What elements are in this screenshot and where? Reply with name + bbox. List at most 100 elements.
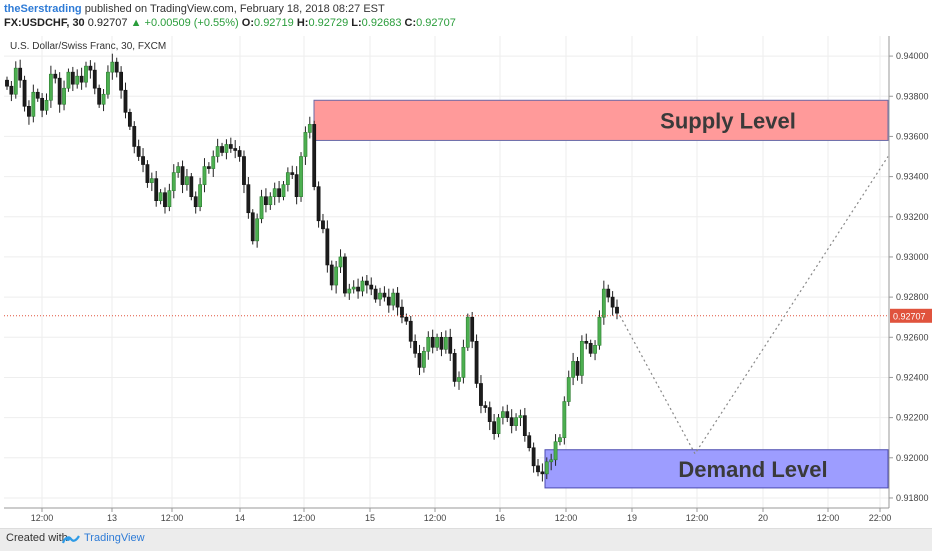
- candle-down: [505, 411, 510, 418]
- candle-down: [584, 340, 589, 344]
- last-price: 0.92707: [87, 17, 128, 29]
- candle-up: [457, 377, 461, 382]
- candle-down: [79, 75, 84, 83]
- high-label: H:: [296, 17, 309, 29]
- candle-up: [514, 417, 518, 426]
- candle-down: [321, 220, 325, 230]
- candle-down: [27, 105, 31, 117]
- candle-down: [294, 174, 299, 197]
- high-value: 0.92729: [308, 17, 349, 29]
- candle-down: [206, 166, 211, 169]
- chart-header: theSerstrading published on TradingView.…: [0, 0, 932, 34]
- candle-up: [307, 124, 312, 133]
- supply-zone[interactable]: [313, 99, 889, 141]
- candle-down: [264, 196, 268, 206]
- candle-up: [601, 288, 606, 318]
- candle-down: [141, 156, 145, 165]
- candle-up: [553, 441, 558, 461]
- y-tick-label: 0.92600: [896, 332, 929, 342]
- candle-up: [44, 99, 49, 111]
- candle-up: [426, 336, 431, 352]
- candle-down: [329, 264, 334, 286]
- supply-zone-label: Supply Level: [660, 108, 796, 133]
- candle-down: [18, 67, 23, 81]
- candle-up: [378, 292, 382, 300]
- author-link[interactable]: theSerstrading: [4, 3, 82, 15]
- candle-up: [593, 345, 597, 354]
- x-tick-label: 12:00: [555, 513, 578, 523]
- candles: [5, 53, 619, 482]
- candle-down: [369, 284, 374, 290]
- candle-down: [325, 228, 330, 266]
- candle-up: [281, 184, 286, 197]
- candle-down: [536, 465, 540, 473]
- x-tick-label: 13: [107, 513, 117, 523]
- candle-down: [246, 184, 251, 214]
- candle-down: [470, 316, 475, 342]
- last-price-badge-text: 0.92707: [893, 311, 926, 321]
- candle-up: [272, 188, 277, 197]
- x-tick-label: 12:00: [161, 513, 184, 523]
- published-text: published on TradingView.com, February 1…: [84, 3, 385, 15]
- x-tick-label: 19: [627, 513, 637, 523]
- candle-up: [149, 178, 154, 183]
- candle-down: [5, 79, 9, 87]
- y-tick-label: 0.92800: [896, 292, 929, 302]
- candle-down: [417, 353, 422, 368]
- y-tick-label: 0.92400: [896, 372, 929, 382]
- candle-down: [92, 69, 97, 89]
- x-tick-label: 12:00: [31, 513, 54, 523]
- candle-up: [465, 316, 470, 348]
- price-chart[interactable]: Supply Level Demand Level 0.92707 0.94000…: [0, 34, 932, 528]
- candle-up: [185, 176, 189, 185]
- candle-down: [193, 196, 198, 208]
- x-tick-label: 15: [365, 513, 375, 523]
- candle-down: [430, 336, 435, 348]
- candle-up: [496, 417, 501, 434]
- tradingview-brand[interactable]: TradingView: [84, 532, 145, 544]
- candle-up: [579, 340, 584, 376]
- time-axis: 12:00 13 12:00 14 12:00 15 12:00 16 12:00 19 12:00…: [4, 507, 892, 523]
- open-value: 0.92719: [254, 17, 294, 29]
- candle-up: [75, 75, 80, 85]
- candle-down: [492, 421, 497, 434]
- candle-up: [84, 65, 88, 83]
- candle-down: [575, 361, 580, 376]
- candle-down: [127, 112, 132, 127]
- candle-up: [224, 144, 229, 153]
- tradingview-logo-icon[interactable]: [62, 533, 80, 545]
- candle-down: [163, 192, 167, 208]
- candle-up: [299, 156, 303, 197]
- candle-down: [386, 296, 391, 306]
- candle-down: [610, 296, 615, 308]
- candle-down: [136, 146, 141, 157]
- candle-up: [176, 166, 181, 173]
- candle-up: [255, 218, 260, 242]
- candle-up: [303, 132, 308, 157]
- candle-up: [562, 401, 567, 439]
- y-tick-label: 0.93200: [896, 212, 929, 222]
- candle-down: [356, 286, 360, 292]
- symbol-info: FX:USDCHF, 30 0.92707 ▲ +0.00509 (+0.55%…: [4, 17, 456, 29]
- x-tick-label: 12:00: [424, 513, 447, 523]
- y-tick-label: 0.92000: [896, 453, 929, 463]
- x-tick-label: 16: [495, 513, 505, 523]
- candle-down: [382, 292, 387, 298]
- x-tick-label: 22:00: [869, 513, 892, 523]
- candle-down: [588, 343, 593, 354]
- demand-zone[interactable]: [544, 449, 889, 489]
- candle-up: [202, 166, 207, 185]
- candle-down: [9, 85, 14, 95]
- candle-up: [597, 316, 602, 346]
- candle-up: [518, 415, 523, 418]
- candle-up: [500, 411, 505, 418]
- candle-down: [180, 166, 185, 185]
- candle-up: [13, 67, 18, 95]
- candle-down: [220, 146, 224, 153]
- x-tick-label: 12:00: [686, 513, 709, 523]
- candle-up: [31, 91, 36, 117]
- candle-up: [158, 192, 163, 201]
- symbol-label[interactable]: FX:USDCHF, 30: [4, 17, 85, 29]
- chart-area[interactable]: Supply Level Demand Level 0.92707 0.94000…: [0, 34, 932, 528]
- candle-up: [211, 156, 216, 169]
